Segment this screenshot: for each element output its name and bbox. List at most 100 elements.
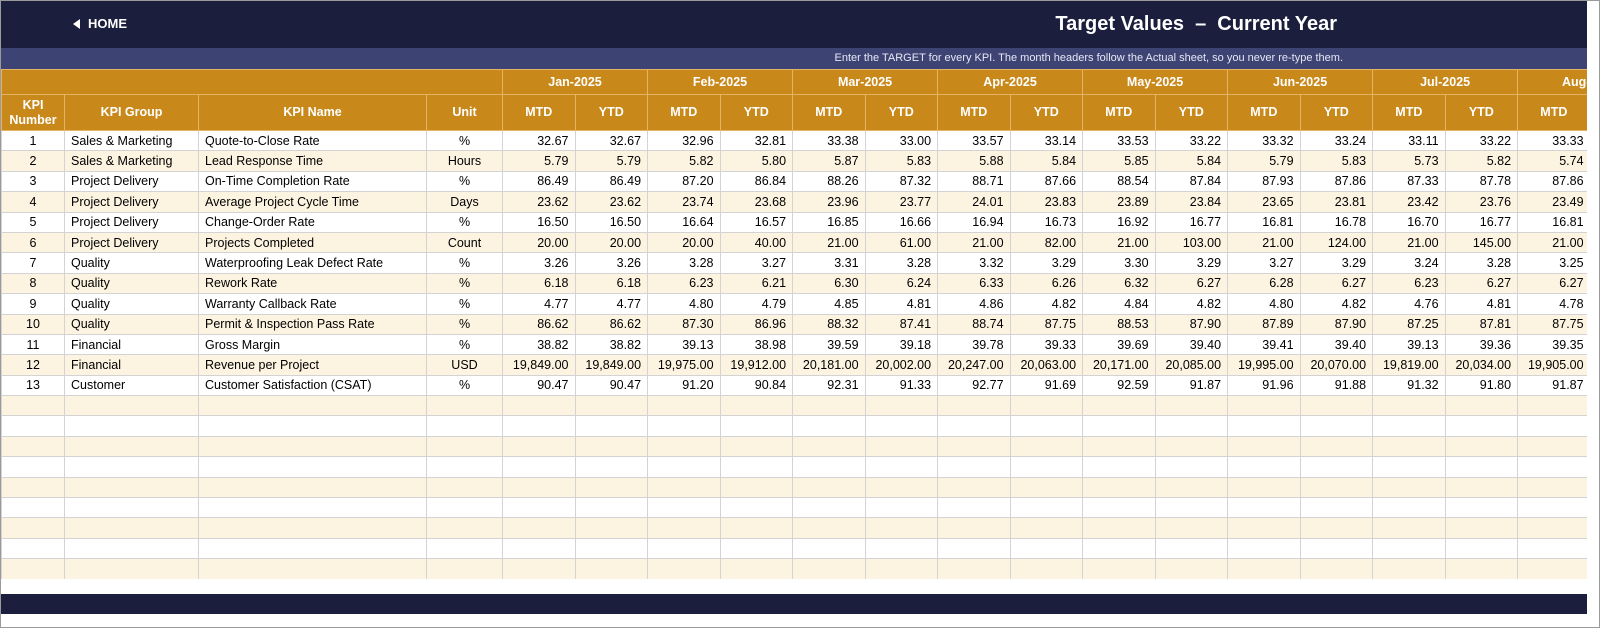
cell[interactable]: 39.13 <box>647 333 721 356</box>
cell[interactable]: 24.01 <box>937 191 1011 213</box>
cell[interactable]: 92.31 <box>792 374 866 397</box>
cell[interactable]: 3.27 <box>719 252 794 274</box>
cell[interactable]: 21.00 <box>1227 231 1301 254</box>
cell[interactable]: 4.84 <box>1082 293 1156 315</box>
cell[interactable]: 8 <box>1 272 65 295</box>
cell[interactable]: 4.80 <box>647 293 721 315</box>
cell[interactable]: 4.76 <box>1372 293 1446 315</box>
cell[interactable]: 12 <box>1 354 65 376</box>
cell[interactable]: 91.88 <box>1299 374 1374 397</box>
cell[interactable]: 124.00 <box>1299 231 1374 254</box>
cell[interactable]: On-Time Completion Rate <box>198 170 427 193</box>
cell[interactable]: 87.78 <box>1444 170 1519 193</box>
cell[interactable]: 39.18 <box>864 333 939 356</box>
cell[interactable]: 20,063.00 <box>1009 354 1084 376</box>
cell[interactable]: 86.96 <box>719 313 794 335</box>
cell[interactable]: 3.24 <box>1372 252 1446 274</box>
cell[interactable]: 4.80 <box>1227 293 1301 315</box>
cell[interactable]: 19,995.00 <box>1227 354 1301 376</box>
cell[interactable]: Count <box>426 231 503 254</box>
cell[interactable]: 3.29 <box>1154 252 1229 274</box>
cell[interactable]: 6.18 <box>574 272 649 295</box>
cell[interactable]: 16.81 <box>1517 211 1587 233</box>
cell[interactable]: 33.24 <box>1299 129 1374 152</box>
cell[interactable]: Change-Order Rate <box>198 211 427 233</box>
cell[interactable]: 23.84 <box>1154 191 1229 213</box>
cell[interactable]: 5.74 <box>1517 150 1587 172</box>
cell[interactable]: 91.32 <box>1372 374 1446 397</box>
cell[interactable]: 21.00 <box>937 231 1011 254</box>
cell[interactable]: Hours <box>426 150 503 172</box>
cell[interactable]: 87.84 <box>1154 170 1229 193</box>
cell[interactable]: 23.89 <box>1082 191 1156 213</box>
cell[interactable]: 20,085.00 <box>1154 354 1229 376</box>
cell[interactable]: 87.20 <box>647 170 721 193</box>
cell[interactable]: Warranty Callback Rate <box>198 293 427 315</box>
cell[interactable]: 87.75 <box>1009 313 1084 335</box>
cell[interactable]: 6.30 <box>792 272 866 295</box>
cell[interactable]: 4.85 <box>792 293 866 315</box>
cell[interactable]: 87.93 <box>1227 170 1301 193</box>
cell[interactable]: 91.87 <box>1517 374 1587 397</box>
cell[interactable]: 13 <box>1 374 65 397</box>
cell[interactable]: Quality <box>64 252 199 274</box>
cell[interactable]: 33.14 <box>1009 129 1084 152</box>
cell[interactable]: 20,171.00 <box>1082 354 1156 376</box>
cell[interactable]: 16.73 <box>1009 211 1084 233</box>
cell[interactable]: Sales & Marketing <box>64 129 199 152</box>
cell[interactable]: 87.86 <box>1299 170 1374 193</box>
cell[interactable]: 33.00 <box>864 129 939 152</box>
cell[interactable]: 32.67 <box>574 129 649 152</box>
cell[interactable]: 39.35 <box>1517 333 1587 356</box>
cell[interactable]: 11 <box>1 333 65 356</box>
cell[interactable]: % <box>426 170 503 193</box>
cell[interactable]: 3.28 <box>864 252 939 274</box>
cell[interactable]: 38.98 <box>719 333 794 356</box>
cell[interactable]: 4.78 <box>1517 293 1587 315</box>
cell[interactable]: 16.77 <box>1444 211 1519 233</box>
cell[interactable]: 3.32 <box>937 252 1011 274</box>
cell[interactable]: 90.84 <box>719 374 794 397</box>
cell[interactable]: 88.54 <box>1082 170 1156 193</box>
cell[interactable]: 4.81 <box>1444 293 1519 315</box>
cell[interactable]: 32.81 <box>719 129 794 152</box>
cell[interactable]: % <box>426 374 503 397</box>
cell[interactable]: 3.31 <box>792 252 866 274</box>
cell[interactable]: 6.27 <box>1299 272 1374 295</box>
cell[interactable]: 61.00 <box>864 231 939 254</box>
cell[interactable]: 20,002.00 <box>864 354 939 376</box>
cell[interactable]: 3.28 <box>1444 252 1519 274</box>
cell[interactable]: 3.29 <box>1009 252 1084 274</box>
cell[interactable]: Average Project Cycle Time <box>198 191 427 213</box>
cell[interactable]: 86.49 <box>574 170 649 193</box>
cell[interactable]: Quote-to-Close Rate <box>198 129 427 152</box>
cell[interactable]: Quality <box>64 293 199 315</box>
home-label[interactable]: HOME <box>88 16 127 31</box>
cell[interactable]: 90.47 <box>502 374 576 397</box>
cell[interactable]: 20,034.00 <box>1444 354 1519 376</box>
cell[interactable]: 5.84 <box>1154 150 1229 172</box>
cell[interactable]: 4.77 <box>574 293 649 315</box>
cell[interactable]: 39.59 <box>792 333 866 356</box>
cell[interactable]: Project Delivery <box>64 170 199 193</box>
cell[interactable]: 5.85 <box>1082 150 1156 172</box>
cell[interactable]: 5.82 <box>647 150 721 172</box>
cell[interactable]: 20,181.00 <box>792 354 866 376</box>
cell[interactable]: 5.87 <box>792 150 866 172</box>
cell[interactable]: 4 <box>1 191 65 213</box>
cell[interactable]: % <box>426 252 503 274</box>
cell[interactable]: 23.77 <box>864 191 939 213</box>
cell[interactable]: 4.82 <box>1154 293 1229 315</box>
cell[interactable]: 21.00 <box>1372 231 1446 254</box>
cell[interactable]: 86.84 <box>719 170 794 193</box>
cell[interactable]: Waterproofing Leak Defect Rate <box>198 252 427 274</box>
cell[interactable]: 19,849.00 <box>574 354 649 376</box>
cell[interactable]: 103.00 <box>1154 231 1229 254</box>
cell[interactable]: 20.00 <box>574 231 649 254</box>
cell[interactable]: 91.96 <box>1227 374 1301 397</box>
cell[interactable]: 16.78 <box>1299 211 1374 233</box>
cell[interactable]: Customer Satisfaction (CSAT) <box>198 374 427 397</box>
cell[interactable]: Financial <box>64 354 199 376</box>
cell[interactable]: 38.82 <box>502 333 576 356</box>
cell[interactable]: 5.79 <box>574 150 649 172</box>
